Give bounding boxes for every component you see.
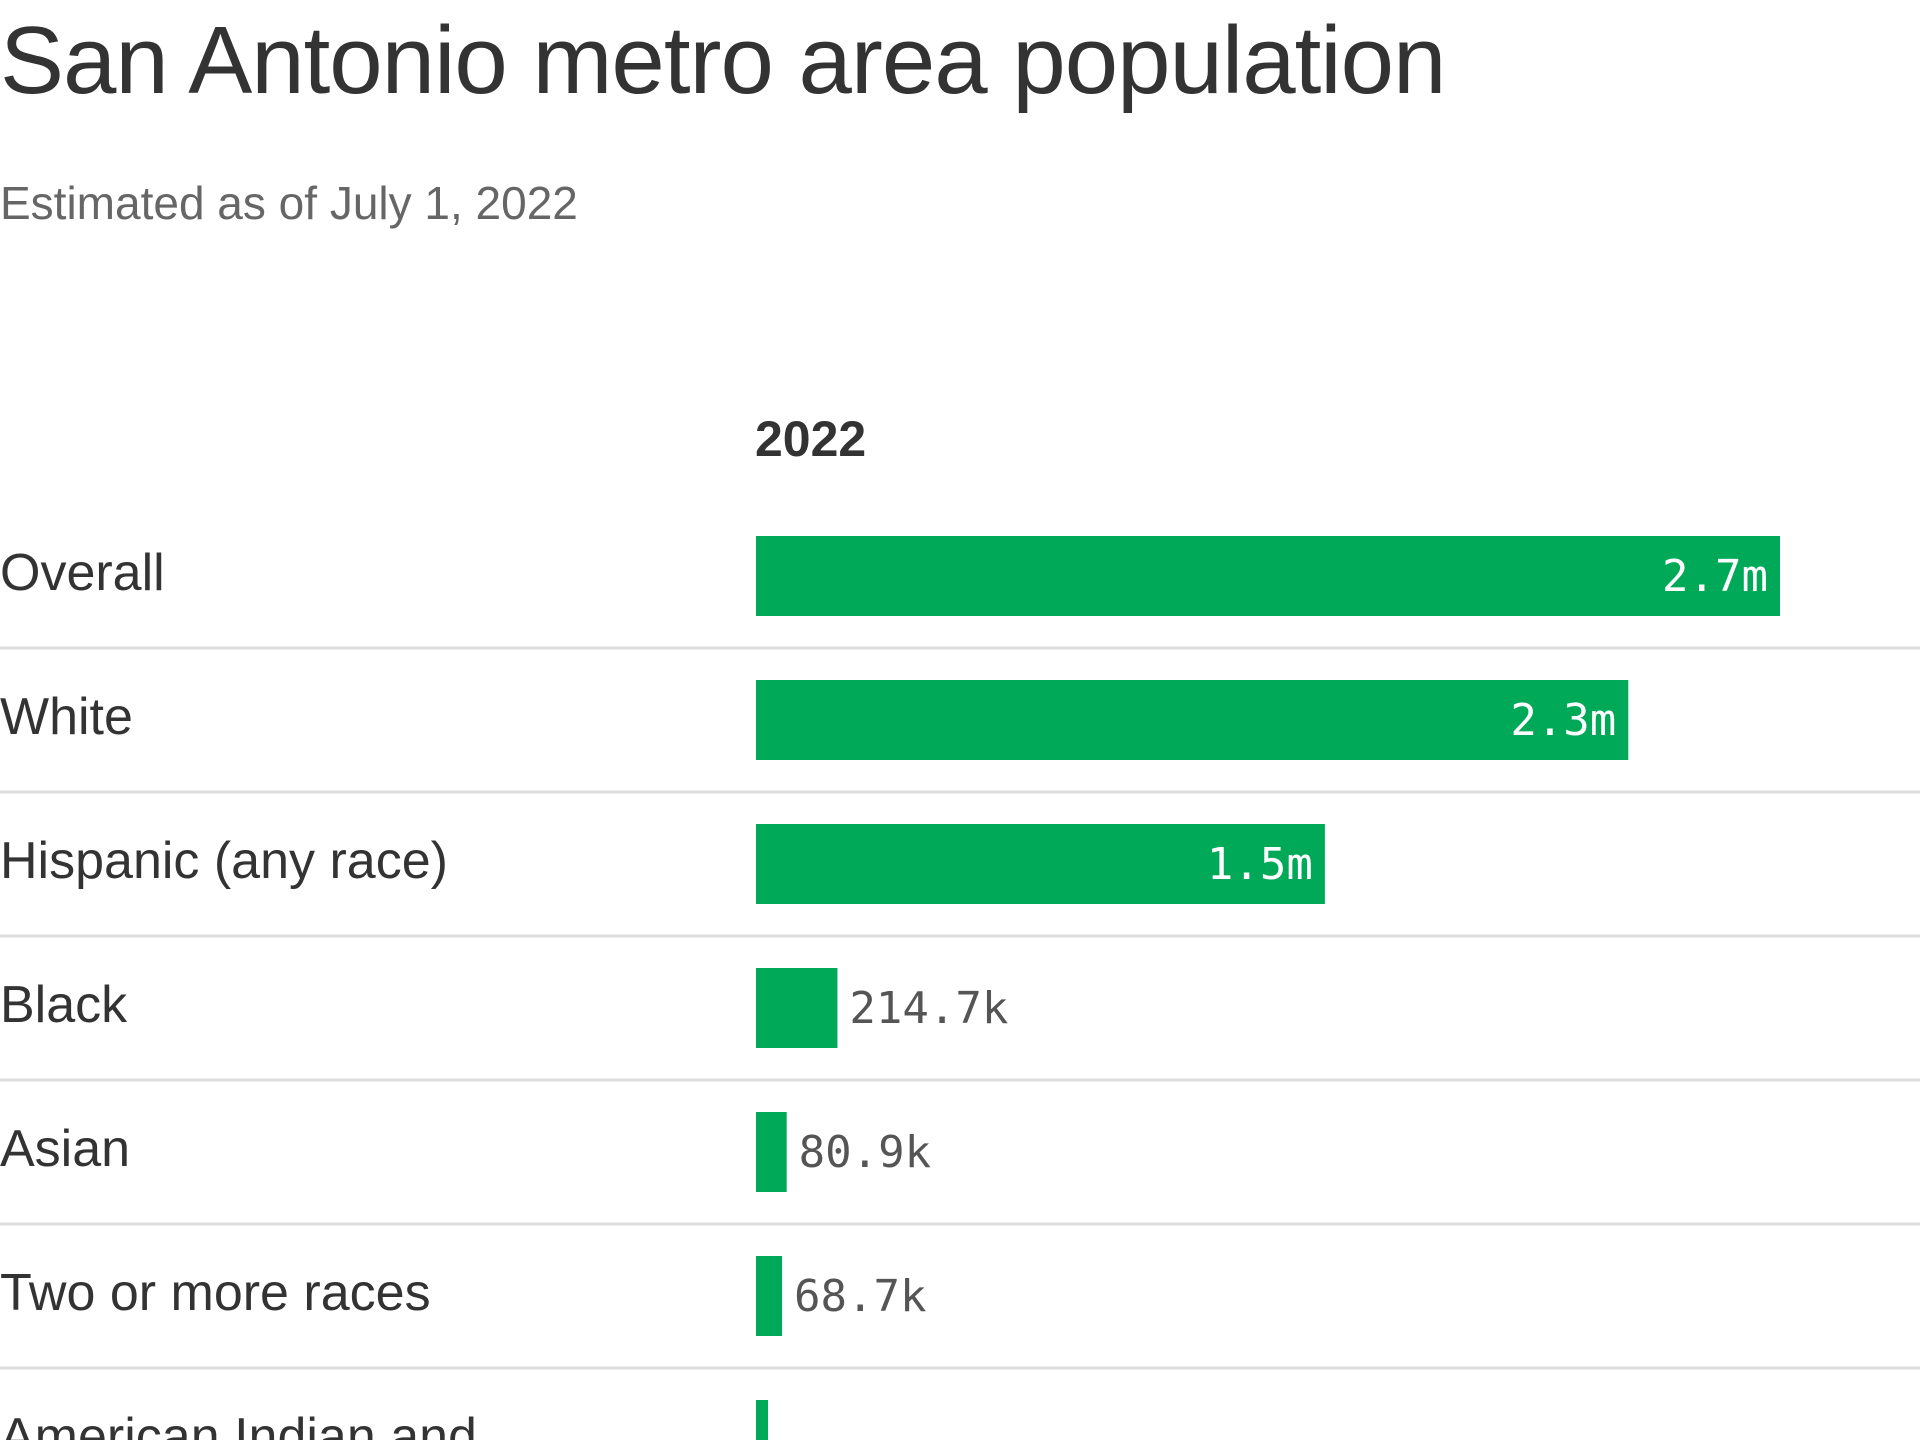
value-label: 2.7m (1662, 551, 1768, 602)
chart-title: San Antonio metro area population (0, 7, 1446, 114)
category-label: Black (0, 976, 128, 1034)
value-label: 214.7k (849, 983, 1008, 1034)
chart-subtitle: Estimated as of July 1, 2022 (0, 177, 578, 229)
bar (756, 824, 1325, 904)
bar (756, 1112, 787, 1192)
column-header-year: 2022 (755, 411, 867, 467)
category-label: Two or more races (0, 1264, 431, 1322)
category-label: Asian (0, 1120, 130, 1178)
value-label: 68.7k (794, 1271, 926, 1322)
value-label: 80.9k (799, 1127, 931, 1178)
bar (756, 536, 1780, 616)
bar (756, 1256, 783, 1336)
category-label: American Indian and (0, 1408, 477, 1440)
category-label: Hispanic (any race) (0, 832, 448, 890)
bar (756, 1400, 768, 1440)
category-label: White (0, 688, 133, 746)
value-label: 2.3m (1510, 695, 1616, 746)
bar (756, 968, 838, 1048)
category-label: Overall (0, 544, 165, 602)
value-label: 1.5m (1207, 839, 1313, 890)
bar (756, 680, 1629, 760)
